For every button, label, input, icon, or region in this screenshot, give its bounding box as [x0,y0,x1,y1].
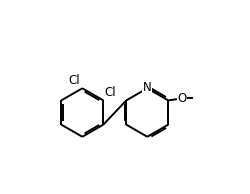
Text: N: N [143,81,152,94]
Text: Cl: Cl [69,74,80,87]
Text: Cl: Cl [104,86,116,99]
Text: O: O [177,92,186,105]
